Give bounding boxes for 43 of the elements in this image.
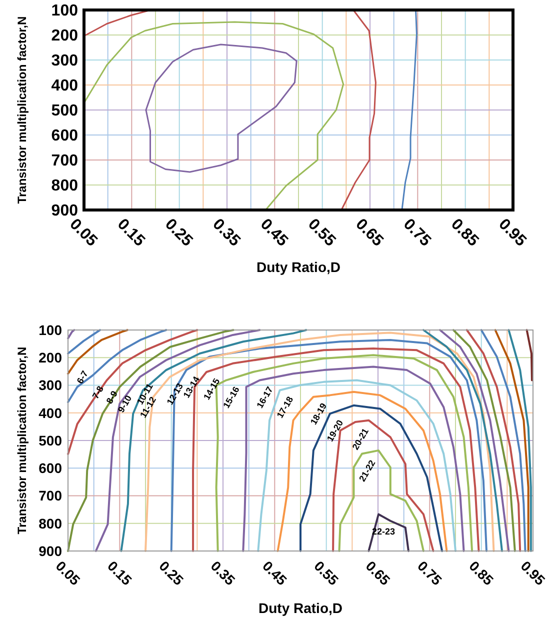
- y-tick-label: 100: [51, 2, 78, 20]
- x-tick-label: 0.95: [495, 216, 530, 250]
- y-tick-label: 600: [51, 128, 78, 145]
- y-tick-label: 400: [38, 404, 62, 421]
- y-tick-label: 300: [51, 52, 78, 70]
- y-tick-label: 500: [38, 432, 62, 448]
- x-axis-title: Duty Ratio,D: [256, 259, 340, 275]
- y-tick-label: 200: [51, 28, 78, 45]
- x-tick-label: 0.85: [448, 216, 482, 250]
- x-tick-label: 0.35: [208, 558, 239, 588]
- annotation: 6-7: [74, 369, 90, 386]
- annotation: 7-8: [90, 384, 106, 401]
- x-tick-label: 0.25: [156, 558, 187, 588]
- y-tick-label: 300: [38, 377, 62, 394]
- x-tick-label: 0.85: [466, 558, 497, 588]
- x-tick-label: 0.05: [52, 558, 84, 588]
- x-tick-label: 0.95: [518, 558, 547, 588]
- x-tick-label: 0.75: [414, 558, 446, 588]
- y-tick-label: 100: [38, 322, 62, 338]
- y-tick-label: 700: [51, 152, 78, 170]
- x-tick-label: 0.45: [256, 216, 291, 250]
- y-axis-title: Transistor multiplication factor,N: [15, 346, 29, 534]
- x-tick-label: 0.55: [304, 216, 339, 250]
- y-axis-title: Transistor multiplication factor,N: [15, 16, 29, 204]
- y-tick-label: 600: [38, 460, 62, 476]
- annotation: 8-9: [104, 389, 120, 406]
- x-tick-label: 0.75: [400, 216, 434, 250]
- y-tick-label: 900: [38, 542, 62, 559]
- y-tick-label: 200: [38, 350, 62, 366]
- x-tick-label: 0.35: [209, 216, 244, 250]
- x-tick-label: 0.25: [162, 216, 196, 250]
- x-tick-label: 0.15: [114, 216, 148, 250]
- y-tick-label: 700: [38, 488, 62, 504]
- x-tick-label: 0.55: [311, 558, 342, 588]
- x-tick-label: 0.65: [362, 558, 394, 588]
- y-tick-label: 800: [51, 178, 78, 195]
- x-tick-label: 0.45: [259, 558, 290, 588]
- x-tick-label: 0.15: [104, 558, 136, 588]
- y-tick-label: 800: [38, 515, 62, 532]
- y-tick-label: 400: [51, 78, 78, 95]
- y-tick-label: 500: [51, 102, 78, 120]
- x-axis-title: Duty Ratio,D: [258, 600, 342, 616]
- x-tick-label: 0.65: [352, 216, 386, 250]
